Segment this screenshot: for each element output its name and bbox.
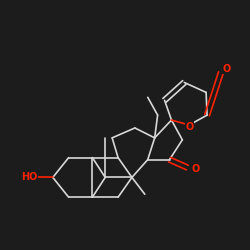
Text: O: O [185, 122, 194, 132]
Text: O: O [223, 64, 231, 74]
Text: HO: HO [21, 172, 38, 182]
Text: O: O [191, 164, 199, 174]
